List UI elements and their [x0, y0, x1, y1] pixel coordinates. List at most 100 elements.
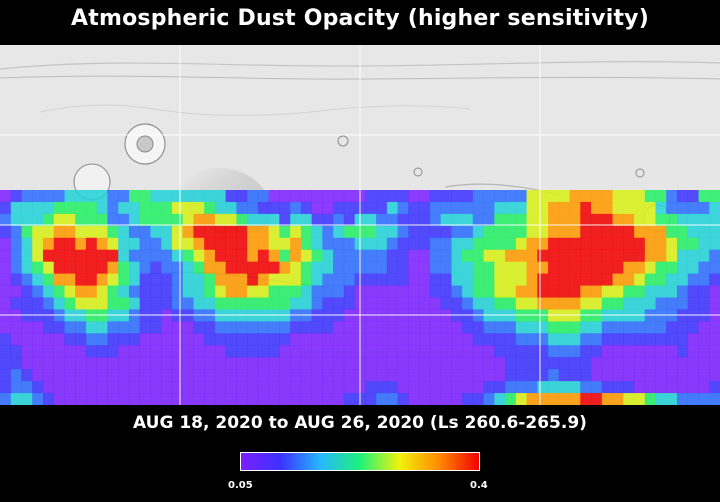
dust-opacity-cell: [85, 237, 98, 251]
dust-opacity-cell: [655, 357, 667, 370]
dust-opacity-cell: [462, 261, 474, 274]
dust-opacity-cell: [193, 190, 205, 203]
dust-opacity-cell: [397, 345, 409, 358]
dust-opacity-cell: [322, 213, 334, 227]
dust-opacity-cell: [290, 309, 302, 322]
dust-opacity-cell: [580, 273, 592, 286]
dust-opacity-cell: [193, 213, 205, 227]
dust-opacity-cell: [558, 261, 570, 274]
dust-opacity-cell: [429, 261, 441, 274]
dust-opacity-cell: [644, 201, 656, 215]
dust-opacity-cell: [548, 369, 560, 382]
dust-opacity-cell: [257, 273, 269, 286]
dust-opacity-cell: [10, 345, 22, 358]
dust-opacity-cell: [0, 357, 12, 370]
dust-opacity-cell: [677, 321, 689, 334]
dust-opacity-cell: [290, 213, 302, 227]
dust-opacity-cell: [515, 309, 527, 322]
dust-opacity-cell: [365, 321, 377, 334]
dust-opacity-cell: [161, 237, 173, 251]
dust-opacity-cell: [21, 393, 33, 405]
dust-opacity-cell: [333, 297, 345, 310]
dust-opacity-cell: [236, 237, 248, 251]
dust-opacity-cell: [333, 237, 345, 251]
dust-opacity-cell: [515, 261, 527, 274]
dust-opacity-cell: [612, 357, 624, 370]
dust-opacity-cell: [10, 201, 22, 215]
dust-opacity-cell: [537, 345, 549, 358]
dust-opacity-cell: [365, 393, 377, 405]
dust-opacity-cell: [462, 285, 474, 298]
dust-opacity-cell: [440, 345, 452, 358]
dust-opacity-cell: [75, 381, 87, 394]
dust-opacity-cell: [558, 357, 570, 370]
dust-opacity-cell: [537, 273, 549, 286]
dust-opacity-cell: [386, 393, 398, 405]
dust-opacity-cell: [32, 249, 44, 262]
dust-opacity-cell: [365, 357, 377, 370]
dust-opacity-cell: [204, 249, 216, 262]
dust-opacity-cell: [644, 261, 656, 274]
dust-opacity-cell: [494, 237, 506, 251]
dust-opacity-cell: [96, 213, 108, 227]
dust-opacity-cell: [10, 297, 22, 310]
dust-opacity-cell: [32, 345, 44, 358]
dust-opacity-cell: [53, 381, 65, 394]
dust-opacity-cell: [171, 261, 183, 274]
dust-opacity-cell: [429, 190, 441, 203]
dust-opacity-cell: [21, 273, 33, 286]
dust-opacity-cell: [687, 237, 699, 251]
dust-opacity-cell: [698, 297, 710, 310]
dust-opacity-cell: [150, 190, 162, 203]
dust-opacity-cell: [139, 297, 151, 310]
dust-opacity-cell: [343, 309, 355, 322]
dust-opacity-cell: [537, 237, 549, 251]
dust-opacity-cell: [526, 345, 538, 358]
dust-opacity-cell: [548, 333, 560, 346]
dust-opacity-cell: [601, 369, 613, 382]
dust-opacity-cell: [322, 237, 334, 251]
dust-opacity-cell: [107, 381, 119, 394]
dust-opacity-cell: [376, 273, 388, 286]
dust-opacity-cell: [161, 369, 173, 382]
dust-opacity-cell: [279, 297, 291, 310]
dust-opacity-cell: [505, 357, 517, 370]
dust-opacity-cell: [32, 261, 44, 274]
dust-opacity-cell: [75, 201, 87, 215]
dust-opacity-cell: [483, 273, 495, 286]
dust-opacity-cell: [53, 297, 65, 310]
dust-opacity-cell: [139, 237, 151, 251]
dust-opacity-cell: [193, 273, 205, 286]
dust-opacity-cell: [494, 273, 506, 286]
dust-opacity-cell: [386, 237, 398, 251]
dust-opacity-cell: [322, 201, 334, 215]
dust-opacity-cell: [279, 285, 291, 298]
dust-opacity-cell: [472, 393, 484, 405]
dust-opacity-cell: [193, 321, 205, 334]
dust-opacity-cell: [494, 190, 506, 203]
dust-opacity-cell: [161, 381, 173, 394]
dust-opacity-cell: [451, 213, 463, 227]
dust-opacity-cell: [601, 357, 613, 370]
dust-opacity-cell: [21, 237, 33, 251]
dust-opacity-cell: [75, 190, 87, 203]
dust-opacity-cell: [333, 190, 345, 203]
dust-opacity-cell: [580, 261, 592, 274]
dust-opacity-cell: [376, 309, 388, 322]
dust-opacity-cell: [526, 357, 538, 370]
dust-opacity-cell: [214, 381, 226, 394]
dust-opacity-cell: [300, 190, 312, 203]
dust-opacity-cell: [75, 237, 87, 251]
dust-opacity-cell: [612, 225, 624, 239]
dust-opacity-cell: [472, 333, 484, 346]
dust-opacity-cell: [408, 249, 420, 262]
dust-opacity-cell: [440, 213, 452, 227]
dust-opacity-cell: [64, 321, 76, 334]
dust-opacity-cell: [268, 249, 280, 262]
dust-opacity-cell: [451, 261, 463, 274]
dust-opacity-cell: [666, 345, 678, 358]
dust-opacity-cell: [623, 357, 635, 370]
dust-opacity-cell: [709, 225, 720, 239]
dust-opacity-cell: [311, 225, 323, 239]
dust-opacity-cell: [655, 333, 667, 346]
